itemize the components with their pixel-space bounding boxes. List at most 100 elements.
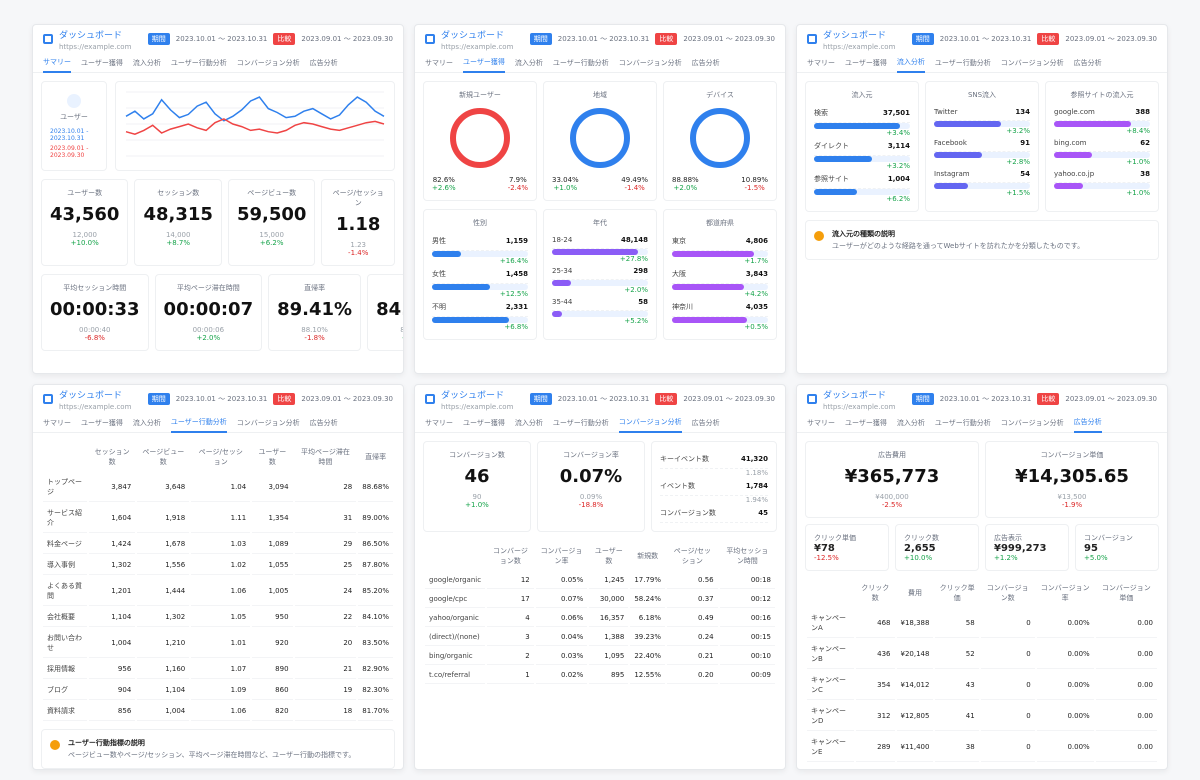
tab-conversion[interactable]: コンバージョン分析 [1000, 418, 1064, 427]
tab-ads[interactable]: 広告分析 [691, 58, 720, 67]
brand: ダッシュボード https://example.com [425, 28, 513, 51]
col-bounce: 直帰率 [365, 453, 387, 461]
cell: 1.11 [191, 504, 251, 533]
tab-summary[interactable]: サマリー [43, 53, 71, 73]
tab-traffic[interactable]: 流入分析 [132, 418, 161, 427]
kpi-sub: 14,000 [165, 231, 191, 239]
tab-summary[interactable]: サマリー [425, 418, 453, 427]
tab-traffic[interactable]: 流入分析 [896, 53, 925, 73]
range-badge-compare: 比較 [273, 33, 296, 45]
tab-ads[interactable]: 広告分析 [1073, 58, 1102, 67]
item-label: 神奈川 [672, 303, 693, 311]
date-range: 期間 2023.10.01 〜 2023.10.31 比較 2023.09.01… [147, 393, 393, 405]
tab-traffic[interactable]: 流入分析 [514, 58, 543, 67]
cell: 1.05 [191, 608, 251, 627]
kpi-delta: +1.5% [376, 334, 403, 342]
range-primary[interactable]: 2023.10.01 〜 2023.10.31 [939, 395, 1032, 403]
note-text: ユーザーがどのような経路を通ってWebサイトを訪れたかを分類したものです。 [832, 242, 1085, 250]
social-item: Instagram 54 [934, 166, 1030, 183]
tab-behavior[interactable]: ユーザー行動分析 [552, 418, 609, 427]
donut-row: 新規ユーザー 82.6% +2.6% 7.9% -2.4% 地 [423, 81, 777, 201]
tab-acquisition[interactable]: ユーザー獲得 [845, 418, 887, 427]
kpi-name: コンバージョン率 [563, 451, 619, 459]
side-value: 45 [758, 509, 768, 517]
mini-value: ¥78 [814, 543, 835, 554]
tab-acquisition[interactable]: ユーザー獲得 [463, 53, 505, 73]
range-compare[interactable]: 2023.09.01 〜 2023.09.30 [1065, 395, 1157, 403]
cell: 1,918 [137, 504, 190, 533]
donut-left-delta: +2.6% [432, 184, 456, 192]
panel-summary: ダッシュボード https://example.com 期間 2023.10.0… [32, 24, 404, 374]
range-badge-compare: 比較 [1037, 393, 1060, 405]
source-bar [814, 123, 910, 129]
tab-acquisition[interactable]: ユーザー獲得 [81, 58, 123, 67]
tab-behavior[interactable]: ユーザー行動分析 [552, 58, 609, 67]
tab-acquisition[interactable]: ユーザー獲得 [463, 418, 505, 427]
tab-behavior[interactable]: ユーザー行動分析 [170, 58, 227, 67]
range-compare[interactable]: 2023.09.01 〜 2023.09.30 [301, 395, 393, 403]
cell: 1,104 [137, 681, 190, 700]
tab-conversion[interactable]: コンバージョン分析 [236, 58, 300, 67]
tab-ads[interactable]: 広告分析 [309, 58, 338, 67]
tab-traffic[interactable]: 流入分析 [514, 418, 543, 427]
range-primary[interactable]: 2023.10.01 〜 2023.10.31 [175, 35, 268, 43]
cell: 17.79% [630, 572, 666, 589]
range-compare[interactable]: 2023.09.01 〜 2023.09.30 [683, 35, 775, 43]
panel-title: ダッシュボード [441, 390, 505, 401]
cell: 3,847 [89, 473, 136, 502]
donut-chart [690, 108, 750, 168]
note-title: 流入元の種類の説明 [832, 230, 895, 238]
range-primary[interactable]: 2023.10.01 〜 2023.10.31 [557, 395, 650, 403]
tab-acquisition[interactable]: ユーザー獲得 [81, 418, 123, 427]
cell: 89.00% [358, 504, 393, 533]
cell: 1,444 [137, 577, 190, 606]
tab-ads[interactable]: 広告分析 [309, 418, 338, 427]
tab-conversion[interactable]: コンバージョン分析 [1000, 58, 1064, 67]
panel-header: ダッシュボード https://example.com 期間 2023.10.0… [33, 25, 403, 53]
list-title: 性別 [473, 219, 487, 227]
tab-ads[interactable]: 広告分析 [691, 418, 720, 427]
tab-conversion[interactable]: コンバージョン分析 [236, 418, 300, 427]
summary-content: ユーザー 2023.10.01 - 2023.10.31 2023.09.01 … [33, 73, 403, 373]
tab-ads[interactable]: 広告分析 [1073, 413, 1102, 433]
range-primary[interactable]: 2023.10.01 〜 2023.10.31 [175, 395, 268, 403]
behavior-content: セッション数 ページビュー数 ページ/セッション ユーザー数 平均ページ滞在時間… [33, 433, 403, 769]
date-range: 期間 2023.10.01 〜 2023.10.31 比較 2023.09.01… [529, 393, 775, 405]
cell: 84.10% [358, 608, 393, 627]
cell: 12 [487, 572, 534, 589]
cell: 1,160 [137, 660, 190, 679]
tab-acquisition[interactable]: ユーザー獲得 [845, 58, 887, 67]
range-compare[interactable]: 2023.09.01 〜 2023.09.30 [1065, 35, 1157, 43]
tab-traffic[interactable]: 流入分析 [132, 58, 161, 67]
kpi-delta: +2.0% [196, 334, 221, 342]
tab-traffic[interactable]: 流入分析 [896, 418, 925, 427]
range-primary[interactable]: 2023.10.01 〜 2023.10.31 [939, 35, 1032, 43]
table-col-empty [807, 579, 854, 607]
range-primary[interactable]: 2023.10.01 〜 2023.10.31 [557, 35, 650, 43]
acquisition-content: 新規ユーザー 82.6% +2.6% 7.9% -2.4% 地 [415, 73, 785, 373]
tab-summary[interactable]: サマリー [425, 58, 453, 67]
list-age: 年代 18-24 48,148 +27.8% 25-34 298 +2.0% 35-… [543, 209, 657, 340]
tab-summary[interactable]: サマリー [807, 418, 835, 427]
cell: 6.18% [630, 610, 666, 627]
social-delta: +2.8% [1006, 158, 1030, 166]
kpi-name: セッション数 [157, 189, 200, 197]
range-compare[interactable]: 2023.09.01 〜 2023.09.30 [683, 395, 775, 403]
tab-conversion[interactable]: コンバージョン分析 [618, 58, 682, 67]
tab-behavior[interactable]: ユーザー行動分析 [170, 413, 227, 433]
referral-bar [1054, 152, 1150, 158]
kpi-delta: -18.8% [578, 501, 604, 509]
item-delta: +4.2% [744, 290, 768, 298]
panel-url: https://example.com [823, 402, 896, 411]
tab-behavior[interactable]: ユーザー行動分析 [934, 418, 991, 427]
range-compare[interactable]: 2023.09.01 〜 2023.09.30 [301, 35, 393, 43]
tab-conversion[interactable]: コンバージョン分析 [618, 413, 682, 433]
note-title: ユーザー行動指標の説明 [68, 739, 145, 747]
tab-behavior[interactable]: ユーザー行動分析 [934, 58, 991, 67]
tab-summary[interactable]: サマリー [43, 418, 71, 427]
kpi-value: 1.18 [335, 214, 381, 235]
item-value: 48,148 [620, 236, 648, 244]
cell: 52 [935, 640, 979, 669]
cell: 16,357 [589, 610, 629, 627]
tab-summary[interactable]: サマリー [807, 58, 835, 67]
